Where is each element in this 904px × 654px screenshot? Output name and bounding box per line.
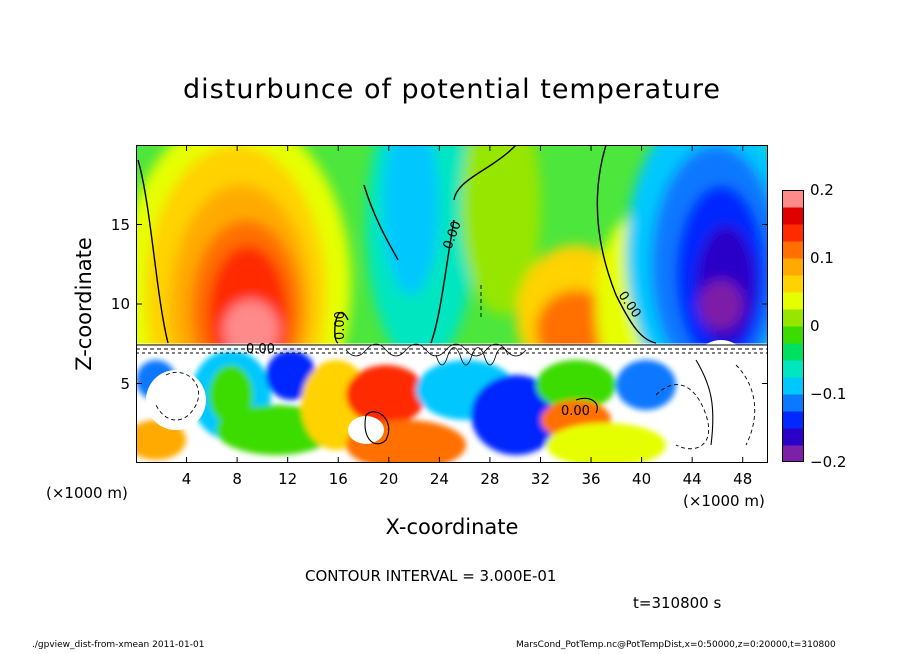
colorbar-swatch [782,258,804,276]
x-tick-label: 36 [581,470,601,488]
y-axis-label: Z-coordinate [72,237,96,371]
x-tick-label: 24 [429,470,449,488]
colorbar-swatch [782,377,804,395]
x-tick-label: 32 [530,470,551,488]
colorbar-swatch [782,445,804,462]
contour-label-2: 0.00 [333,311,348,340]
x-tick-label: 28 [480,470,500,488]
colorbar-swatch [782,411,804,429]
contour-label-5: 0.00 [561,404,590,419]
time-label: t=310800 s [633,594,722,612]
x-tick-label: 4 [181,470,192,488]
colorbar-swatch [782,224,804,242]
colorbar-swatch [782,292,804,310]
colorbar-swatch [782,343,804,361]
colorbar-swatch [782,309,804,327]
x-tick-label: 48 [733,470,753,488]
colorbar-swatch [782,394,804,412]
colorbar-swatch [782,241,804,259]
colorbar-swatch [782,428,804,446]
x-unit-label-left: (×1000 m) [46,484,128,502]
footer-right-text: MarsCond_PotTemp.nc@PotTempDist,x=0:5000… [516,640,836,650]
colorbar-tick-label: 0.1 [810,249,834,267]
y-tick-label: 15 [110,215,130,234]
x-tick-label: 20 [379,470,399,488]
x-tick-label: 16 [328,470,348,488]
colorbar [782,190,804,462]
colorbar-swatch [782,326,804,344]
colorbar-tick-label: −0.2 [810,453,847,471]
colorbar-tick-label: −0.1 [810,385,847,403]
x-tick-label: 40 [632,470,652,488]
contour-interval-note: CONTOUR INTERVAL = 3.000E-01 [305,567,557,585]
colorbar-swatch [782,190,804,208]
colorbar-swatch [782,207,804,225]
colorbar-tick-label: 0.2 [810,181,834,199]
x-axis-label: X-coordinate [385,515,519,539]
contour-label-1: 0.00 [246,342,275,357]
x-tick-label: 12 [278,470,298,488]
footer-left-text: ./gpview_dist-from-xmean 2011-01-01 [32,640,205,650]
x-tick-label: 44 [682,470,702,488]
y-tick-label: 5 [120,374,130,393]
chart-title: disturbunce of potential temperature [183,74,721,105]
colorbar-tick-label: 0 [810,317,820,335]
colorbar-swatch [782,275,804,293]
plot-area: 0.00 0.00 0.00 0.00 0.00 [136,145,768,463]
x-unit-label-right: (×1000 m) [683,492,765,510]
y-tick-label: 10 [110,295,130,313]
x-tick-label: 8 [232,470,242,488]
colorbar-swatch [782,360,804,378]
